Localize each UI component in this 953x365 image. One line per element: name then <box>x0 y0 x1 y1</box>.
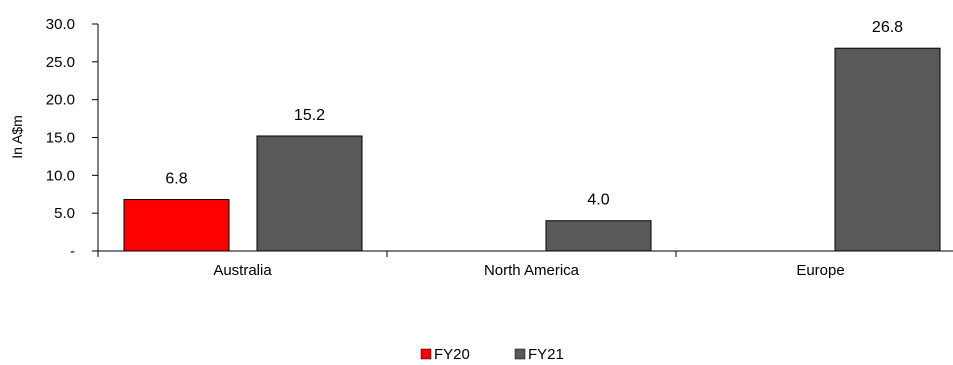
y-tick-label: 15.0 <box>46 130 75 147</box>
x-tick-label: Europe <box>796 262 844 279</box>
bars <box>123 47 941 252</box>
y-tick-label: 30.0 <box>46 16 75 33</box>
legend-label-fy21: FY21 <box>528 346 564 363</box>
data-label: 6.8 <box>165 171 187 188</box>
data-label: 4.0 <box>587 192 609 209</box>
bar-fy21-north-america <box>545 220 652 252</box>
data-label: 15.2 <box>294 107 325 124</box>
x-axis: Australia North America Europe <box>97 250 953 279</box>
y-tick-label: 10.0 <box>46 167 75 184</box>
y-axis-title: In A$m <box>9 115 25 159</box>
legend-swatch-fy20 <box>420 348 432 360</box>
bar-fy20-australia <box>123 199 230 252</box>
y-tick-label: 25.0 <box>46 54 75 71</box>
legend: FY20 FY21 <box>420 346 564 363</box>
y-axis: - 5.0 10.0 15.0 20.0 25.0 30.0 <box>46 16 99 260</box>
bar-fy21-australia <box>256 135 363 252</box>
bar-fy21-europe <box>834 47 941 252</box>
data-label: 26.8 <box>872 19 903 36</box>
legend-swatch-fy21 <box>514 348 526 360</box>
y-tick-label: - <box>70 243 75 260</box>
data-labels: 6.8 15.2 4.0 26.8 <box>165 19 903 209</box>
x-tick-label: North America <box>484 262 580 279</box>
legend-label-fy20: FY20 <box>434 346 470 363</box>
y-tick-label: 5.0 <box>54 205 75 222</box>
y-tick-label: 20.0 <box>46 92 75 109</box>
x-tick-label: Australia <box>213 262 272 279</box>
